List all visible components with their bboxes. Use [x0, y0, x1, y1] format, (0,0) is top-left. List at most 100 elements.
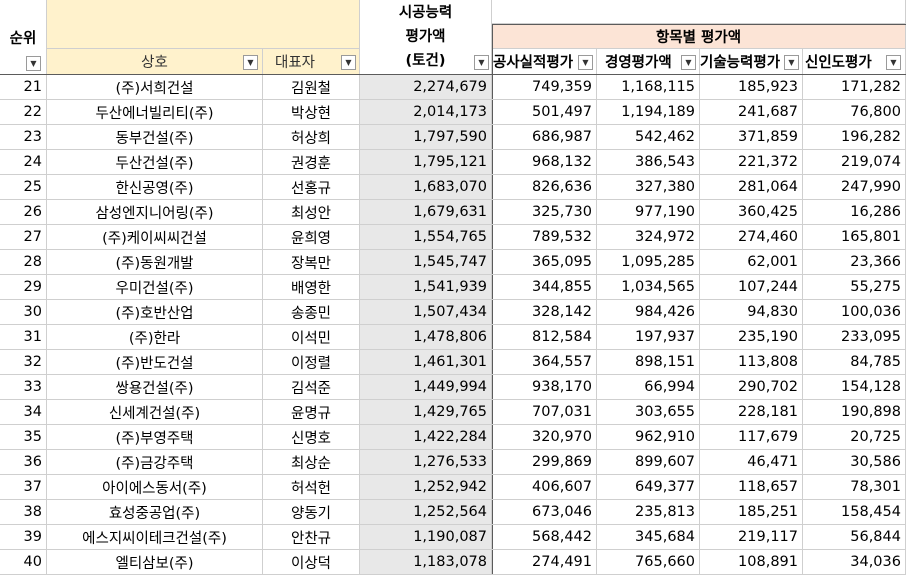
company-cell[interactable]: 우미건설(주): [47, 275, 263, 300]
management-cell[interactable]: 1,095,285: [597, 250, 700, 275]
construction-cell[interactable]: 501,497: [492, 100, 597, 125]
company-cell[interactable]: 한신공영(주): [47, 175, 263, 200]
credit-cell[interactable]: 196,282: [803, 125, 906, 150]
management-cell[interactable]: 303,655: [597, 400, 700, 425]
technology-filter-button[interactable]: ▼: [784, 55, 799, 70]
construction-cell[interactable]: 406,607: [492, 475, 597, 500]
credit-cell[interactable]: 154,128: [803, 375, 906, 400]
technology-cell[interactable]: 94,830: [700, 300, 803, 325]
management-cell[interactable]: 386,543: [597, 150, 700, 175]
company-cell[interactable]: (주)반도건설: [47, 350, 263, 375]
ceo-cell[interactable]: 박상현: [263, 100, 360, 125]
technology-cell[interactable]: 62,001: [700, 250, 803, 275]
credit-cell[interactable]: 55,275: [803, 275, 906, 300]
construction-cell[interactable]: 325,730: [492, 200, 597, 225]
technology-cell[interactable]: 46,471: [700, 450, 803, 475]
credit-cell[interactable]: 30,586: [803, 450, 906, 475]
capacity-cell[interactable]: 1,461,301: [360, 350, 492, 375]
construction-cell[interactable]: 344,855: [492, 275, 597, 300]
company-cell[interactable]: 엘티삼보(주): [47, 550, 263, 575]
management-cell[interactable]: 1,168,115: [597, 75, 700, 100]
rank-cell[interactable]: 37: [0, 475, 47, 500]
capacity-cell[interactable]: 1,541,939: [360, 275, 492, 300]
rank-cell[interactable]: 39: [0, 525, 47, 550]
rank-cell[interactable]: 23: [0, 125, 47, 150]
rank-cell[interactable]: 28: [0, 250, 47, 275]
credit-cell[interactable]: 56,844: [803, 525, 906, 550]
company-cell[interactable]: (주)케이씨씨건설: [47, 225, 263, 250]
credit-cell[interactable]: 158,454: [803, 500, 906, 525]
rank-cell[interactable]: 38: [0, 500, 47, 525]
company-cell[interactable]: (주)금강주택: [47, 450, 263, 475]
rank-cell[interactable]: 30: [0, 300, 47, 325]
management-cell[interactable]: 962,910: [597, 425, 700, 450]
rank-cell[interactable]: 33: [0, 375, 47, 400]
management-cell[interactable]: 649,377: [597, 475, 700, 500]
capacity-cell[interactable]: 1,679,631: [360, 200, 492, 225]
construction-cell[interactable]: 364,557: [492, 350, 597, 375]
technology-cell[interactable]: 219,117: [700, 525, 803, 550]
technology-cell[interactable]: 274,460: [700, 225, 803, 250]
company-cell[interactable]: (주)서희건설: [47, 75, 263, 100]
construction-cell[interactable]: 686,987: [492, 125, 597, 150]
credit-cell[interactable]: 23,366: [803, 250, 906, 275]
management-cell[interactable]: 542,462: [597, 125, 700, 150]
technology-cell[interactable]: 185,923: [700, 75, 803, 100]
company-cell[interactable]: 효성중공업(주): [47, 500, 263, 525]
management-cell[interactable]: 324,972: [597, 225, 700, 250]
construction-cell[interactable]: 826,636: [492, 175, 597, 200]
ceo-cell[interactable]: 허상희: [263, 125, 360, 150]
management-cell[interactable]: 235,813: [597, 500, 700, 525]
capacity-cell[interactable]: 1,795,121: [360, 150, 492, 175]
ceo-cell[interactable]: 장복만: [263, 250, 360, 275]
credit-cell[interactable]: 20,725: [803, 425, 906, 450]
company-cell[interactable]: 두산건설(주): [47, 150, 263, 175]
construction-cell[interactable]: 968,132: [492, 150, 597, 175]
ceo-cell[interactable]: 윤명규: [263, 400, 360, 425]
capacity-cell[interactable]: 1,449,994: [360, 375, 492, 400]
ceo-cell[interactable]: 윤희영: [263, 225, 360, 250]
company-cell[interactable]: (주)동원개발: [47, 250, 263, 275]
credit-cell[interactable]: 219,074: [803, 150, 906, 175]
management-cell[interactable]: 1,194,189: [597, 100, 700, 125]
capacity-cell[interactable]: 2,274,679: [360, 75, 492, 100]
management-cell[interactable]: 345,684: [597, 525, 700, 550]
ceo-cell[interactable]: 이정렬: [263, 350, 360, 375]
construction-cell[interactable]: 812,584: [492, 325, 597, 350]
ceo-cell[interactable]: 송종민: [263, 300, 360, 325]
management-cell[interactable]: 898,151: [597, 350, 700, 375]
construction-cell[interactable]: 365,095: [492, 250, 597, 275]
technology-cell[interactable]: 371,859: [700, 125, 803, 150]
technology-cell[interactable]: 228,181: [700, 400, 803, 425]
construction-cell[interactable]: 568,442: [492, 525, 597, 550]
capacity-cell[interactable]: 1,478,806: [360, 325, 492, 350]
rank-cell[interactable]: 40: [0, 550, 47, 575]
technology-cell[interactable]: 221,372: [700, 150, 803, 175]
company-cell[interactable]: 에스지씨이테크건설(주): [47, 525, 263, 550]
capacity-filter-button[interactable]: ▼: [474, 55, 489, 70]
capacity-cell[interactable]: 1,683,070: [360, 175, 492, 200]
credit-cell[interactable]: 190,898: [803, 400, 906, 425]
construction-cell[interactable]: 320,970: [492, 425, 597, 450]
management-cell[interactable]: 197,937: [597, 325, 700, 350]
company-cell[interactable]: 삼성엔지니어링(주): [47, 200, 263, 225]
ceo-cell[interactable]: 허석헌: [263, 475, 360, 500]
rank-cell[interactable]: 29: [0, 275, 47, 300]
construction-cell[interactable]: 274,491: [492, 550, 597, 575]
technology-cell[interactable]: 241,687: [700, 100, 803, 125]
rank-cell[interactable]: 24: [0, 150, 47, 175]
rank-cell[interactable]: 36: [0, 450, 47, 475]
technology-cell[interactable]: 113,808: [700, 350, 803, 375]
credit-cell[interactable]: 76,800: [803, 100, 906, 125]
construction-cell[interactable]: 938,170: [492, 375, 597, 400]
ceo-cell[interactable]: 권경훈: [263, 150, 360, 175]
rank-cell[interactable]: 32: [0, 350, 47, 375]
capacity-cell[interactable]: 1,252,564: [360, 500, 492, 525]
company-cell[interactable]: 쌍용건설(주): [47, 375, 263, 400]
construction-cell[interactable]: 789,532: [492, 225, 597, 250]
rank-cell[interactable]: 27: [0, 225, 47, 250]
credit-cell[interactable]: 171,282: [803, 75, 906, 100]
credit-cell[interactable]: 34,036: [803, 550, 906, 575]
management-cell[interactable]: 1,034,565: [597, 275, 700, 300]
capacity-cell[interactable]: 1,183,078: [360, 550, 492, 575]
